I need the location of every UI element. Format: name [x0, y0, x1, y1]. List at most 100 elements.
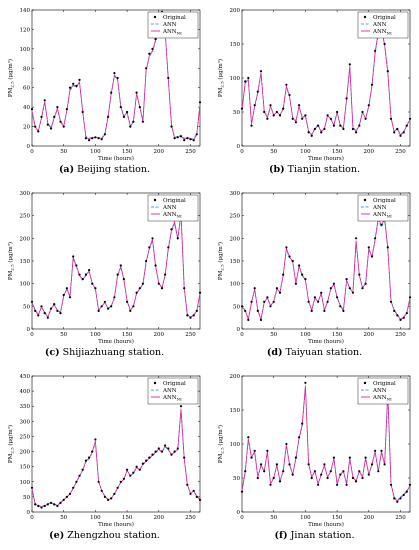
series-original-point — [183, 456, 186, 459]
series-original-point — [307, 131, 310, 134]
x-tick-label: 0 — [240, 149, 244, 155]
series-original-point — [103, 300, 106, 303]
y-tick-label: 140 — [20, 8, 31, 14]
series-original-point — [138, 468, 141, 471]
series-original-point — [68, 296, 72, 299]
y-tick-label: 350 — [20, 404, 31, 410]
series-original-point — [198, 498, 202, 501]
x-axis-label: Time (hours) — [98, 338, 134, 345]
legend-box — [357, 194, 409, 222]
y-tick-label: 150 — [230, 42, 241, 48]
series-original-point — [275, 463, 278, 466]
series-original-point — [110, 497, 113, 500]
x-axis-label: Time (hours) — [98, 521, 134, 528]
series-original-point — [259, 318, 263, 321]
series-original-point — [43, 504, 46, 508]
y-tick-label: 0 — [27, 144, 31, 150]
series-original-point — [285, 246, 288, 249]
panel-shijiazhuang: 0 50 100 150 200 250 0 50 100 150 200 250 300 Time (h… — [0, 183, 209, 366]
series-original-point — [345, 97, 348, 100]
x-tick-label: 50 — [60, 515, 67, 521]
chart-zhengzhou: 0 50 100 150 200 250 0 50 100 150 200 250 300 350 400 4… — [7, 374, 202, 528]
y-tick-label: 20 — [23, 125, 30, 131]
legend-ann-ni-label: ANNNI — [162, 29, 182, 36]
series-original-point — [288, 255, 291, 258]
series-original-point — [247, 436, 250, 439]
series-original-point — [336, 483, 339, 486]
series-original-point — [301, 422, 304, 425]
y-tick-label: 100 — [230, 76, 241, 82]
y-tick-label: 100 — [20, 47, 31, 53]
series-original-point — [294, 282, 297, 285]
series-original-point — [170, 228, 173, 231]
y-tick-label: 150 — [20, 259, 31, 265]
series-original-point — [351, 127, 354, 131]
series-original-point — [88, 456, 91, 459]
y-tick-label: 0 — [237, 327, 241, 333]
legend-original-marker — [153, 381, 157, 385]
y-axis-label: PM2.5 (μg/m³) — [7, 242, 15, 280]
series-original-point — [361, 287, 364, 290]
series-ann-line — [241, 218, 411, 321]
caption-text: Zhengzhou station. — [67, 530, 160, 541]
series-original-point — [119, 264, 122, 267]
series-original-point — [310, 476, 313, 480]
series-ann-ni-line — [31, 213, 201, 319]
series-original-point — [59, 120, 62, 123]
series-original-point — [307, 463, 310, 466]
series-original-point — [100, 138, 103, 141]
series-original-point — [358, 124, 361, 127]
series-original-point — [97, 309, 100, 312]
series-original-point — [154, 38, 157, 41]
x-tick-label: 250 — [395, 332, 406, 338]
x-tick-label: 200 — [364, 149, 375, 155]
x-tick-label: 200 — [364, 515, 375, 521]
caption-letter: (c) — [44, 347, 60, 358]
y-tick-label: 100 — [230, 442, 241, 448]
x-tick-label: 250 — [395, 515, 406, 521]
series-original-point — [367, 104, 370, 107]
series-original-point — [75, 480, 78, 483]
series-original-point — [405, 312, 408, 315]
x-tick-label: 100 — [90, 332, 101, 338]
legend-ann-ni-sub: NI — [177, 214, 183, 219]
legend-ann-ni-label: ANNNI — [372, 29, 392, 36]
y-axis-label-sub: 2.5 — [220, 81, 225, 88]
series-original-point — [272, 476, 275, 480]
series-original-point — [53, 303, 56, 306]
series-original-point — [310, 134, 313, 137]
series-original-point — [323, 309, 326, 312]
legend-box — [147, 194, 199, 222]
series-original-point — [313, 296, 316, 299]
legend-ann-ni-label: ANNNI — [372, 212, 392, 219]
series-original-point — [186, 314, 189, 317]
caption-letter: (d) — [266, 347, 283, 358]
y-tick-label: 50 — [233, 110, 240, 116]
series-original-point — [399, 497, 402, 500]
series-original-point — [370, 255, 374, 258]
legend-ann-ni-main: ANN — [372, 29, 387, 35]
series-original-point — [332, 456, 335, 459]
series-original-point — [405, 124, 408, 127]
series-original-point — [396, 500, 399, 503]
caption-text: Jinan station. — [290, 530, 355, 541]
series-original-point — [122, 477, 125, 480]
legend-original-label: Original — [373, 381, 396, 387]
series-original-point — [402, 131, 405, 134]
series-original-point — [263, 110, 266, 114]
series-original-point — [313, 470, 316, 473]
series-original-point — [62, 125, 65, 128]
series-original-point — [396, 314, 399, 317]
y-axis-label-main: PM — [8, 87, 14, 97]
series-original-point — [275, 110, 278, 114]
series-original-point — [141, 282, 144, 285]
series-original-point — [126, 300, 129, 303]
series-original-point — [40, 305, 43, 308]
series-original-point — [176, 237, 179, 240]
y-axis-label: PM2.5 (μg/m³) — [7, 425, 15, 463]
chart-shijiazhuang: 0 50 100 150 200 250 0 50 100 150 200 250 300 Time (h… — [7, 191, 202, 345]
series-original-point — [374, 237, 377, 240]
series-original-point — [275, 287, 278, 290]
series-original-point — [107, 307, 110, 310]
series-original-point — [126, 110, 129, 114]
